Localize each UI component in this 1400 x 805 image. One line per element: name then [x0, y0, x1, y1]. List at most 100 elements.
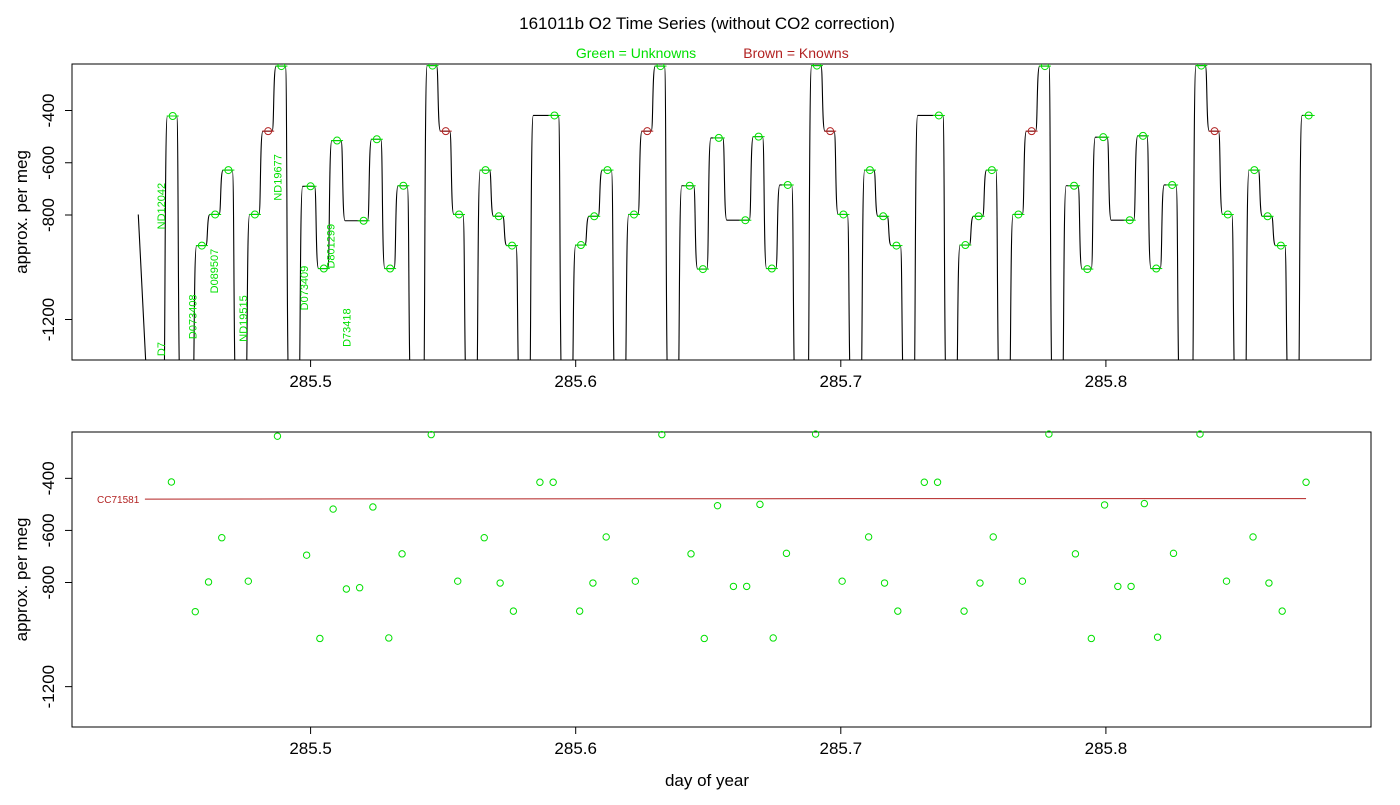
- unknown-point: [864, 533, 873, 541]
- y-tick-label: -600: [39, 513, 58, 547]
- unknown-point: [769, 634, 777, 642]
- unknown-point: [989, 533, 997, 541]
- unknown-point: [729, 582, 738, 591]
- unknown-point: [1087, 634, 1096, 643]
- x-tick-label: 285.8: [1085, 739, 1128, 758]
- unknown-point: [244, 577, 252, 585]
- x-tick-label: 285.6: [554, 372, 597, 391]
- unknown-point: [1100, 501, 1109, 509]
- unknown-point: [756, 500, 764, 509]
- unknown-point: [1140, 499, 1149, 508]
- sample-label: D073408: [188, 294, 200, 339]
- y-tick-label: -1200: [39, 665, 58, 708]
- unknown-point: [218, 534, 226, 542]
- unknown-point: [658, 430, 666, 439]
- unknown-point: [329, 505, 337, 513]
- unknown-point: [204, 578, 213, 586]
- unknown-point: [742, 582, 751, 591]
- unknown-point: [631, 577, 640, 585]
- unknown-point: [960, 607, 968, 615]
- x-axis-label: day of year: [665, 771, 749, 790]
- unknown-point: [894, 607, 902, 615]
- unknown-point: [1114, 582, 1122, 591]
- unknown-point: [454, 577, 462, 585]
- top-panel-frame: [71, 63, 1372, 361]
- y-tick-label: -800: [39, 565, 58, 599]
- unknown-point: [167, 478, 176, 486]
- unknown-point: [602, 533, 610, 541]
- sample-label: D73418: [341, 308, 353, 347]
- unknown-point: [1071, 550, 1080, 558]
- bottom-panel: 285.5 285.6 285.7 285.8 -400 -600 -800 -1200 app…: [12, 430, 1372, 758]
- unknown-point: [1196, 430, 1204, 438]
- unknown-point: [1249, 533, 1257, 541]
- unknown-point: [1222, 577, 1231, 585]
- y-tick-label: -600: [39, 146, 58, 180]
- sample-label: ND12042: [156, 183, 168, 229]
- top-plot-area: ND12042 ND19677 D801299 D089507 D073409 D0734…: [137, 64, 1315, 360]
- unknown-point: [1153, 633, 1162, 641]
- chart-title: 161011b O2 Time Series (without CO2 corr…: [519, 14, 895, 33]
- unknown-point: [933, 478, 942, 486]
- x-tick-label: 285.7: [820, 739, 863, 758]
- y-tick-label: -1200: [39, 298, 58, 341]
- unknown-point: [536, 478, 544, 486]
- unknown-point: [316, 634, 324, 643]
- unknown-point: [838, 577, 846, 585]
- unknown-point: [302, 551, 311, 559]
- unknown-point: [342, 585, 351, 593]
- unknown-point: [1045, 430, 1053, 438]
- unknown-point: [920, 478, 929, 486]
- unknown-point: [976, 579, 984, 587]
- unknown-point: [687, 550, 695, 558]
- unknown-point: [811, 430, 820, 438]
- unknown-point: [1302, 478, 1310, 486]
- legend-unknowns: Green = Unknowns: [576, 45, 696, 61]
- top-panel: 285.5 285.6 285.7 285.8 -400 -600 -800 -1200 app…: [12, 63, 1372, 391]
- y-tick-label: -800: [39, 198, 58, 232]
- sample-label: D7: [156, 342, 168, 356]
- known-series-line: [144, 498, 1307, 500]
- sample-label: D089507: [209, 249, 221, 294]
- unknown-point: [398, 550, 406, 558]
- x-tick-label: 285.8: [1085, 372, 1128, 391]
- unknown-point: [427, 430, 435, 439]
- unknown-point: [385, 634, 393, 642]
- unknown-point: [191, 607, 199, 616]
- x-tick-label: 285.5: [289, 372, 332, 391]
- x-tick-label: 285.5: [289, 739, 332, 758]
- unknown-point: [589, 579, 597, 587]
- unknown-point: [700, 634, 708, 643]
- bottom-panel-frame: [71, 431, 1372, 728]
- sample-label: ND19677: [272, 154, 284, 200]
- unknown-point: [575, 607, 584, 615]
- o2-trace-line: [137, 65, 1313, 360]
- unknown-point: [1018, 577, 1027, 585]
- unknown-point: [369, 503, 377, 511]
- unknown-point: [1127, 582, 1135, 591]
- known-series-label: CC71581: [97, 495, 140, 506]
- y-axis-label: approx. per meg: [12, 518, 31, 642]
- unknown-point: [1265, 579, 1273, 587]
- y-axis-label: approx. per meg: [12, 150, 31, 274]
- sample-label: D073409: [299, 266, 311, 311]
- sample-label: D801299: [325, 224, 337, 269]
- legend-knowns: Brown = Knowns: [743, 45, 848, 61]
- unknown-point: [880, 579, 889, 587]
- unknown-point: [782, 549, 791, 558]
- unknown-point: [549, 478, 557, 486]
- unknown-point: [355, 584, 364, 592]
- x-tick-label: 285.7: [820, 372, 863, 391]
- y-tick-label: -400: [39, 461, 58, 495]
- unknown-point: [509, 607, 518, 615]
- unknown-point: [1278, 607, 1286, 615]
- unknown-point: [1169, 549, 1178, 558]
- unknown-point: [480, 534, 488, 542]
- unknown-point: [713, 501, 722, 510]
- x-tick-label: 285.6: [554, 739, 597, 758]
- unknown-point: [273, 432, 282, 440]
- sample-label: ND19515: [238, 295, 250, 341]
- y-tick-label: -400: [39, 93, 58, 127]
- unknown-point: [496, 579, 504, 587]
